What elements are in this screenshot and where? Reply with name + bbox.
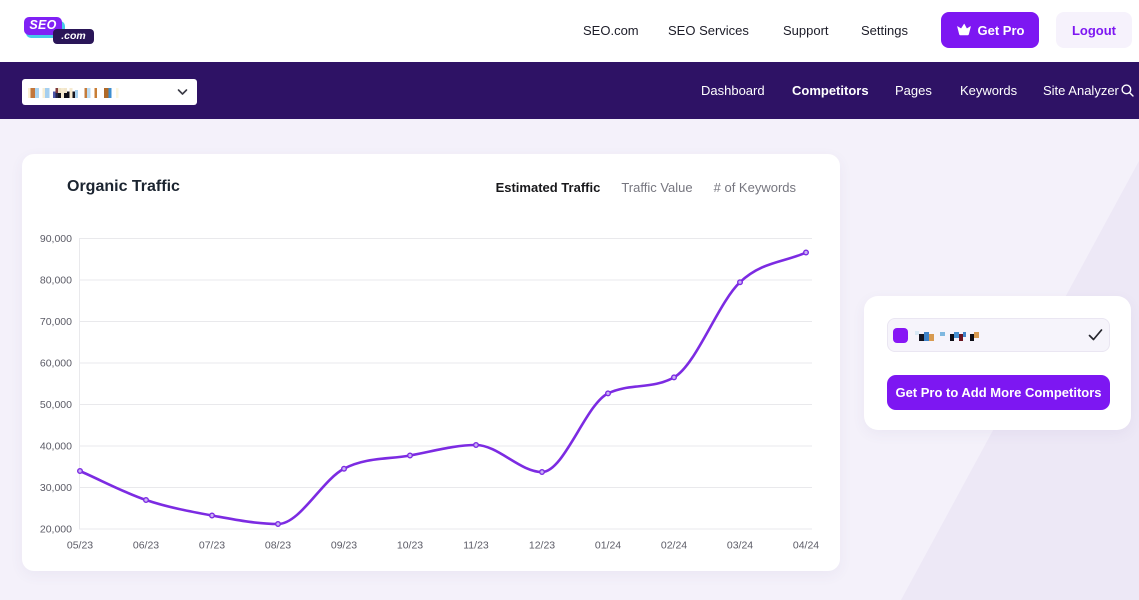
svg-text:40,000: 40,000 xyxy=(40,441,72,453)
svg-text:01/24: 01/24 xyxy=(595,540,621,552)
svg-text:08/23: 08/23 xyxy=(265,540,291,552)
svg-text:60,000: 60,000 xyxy=(40,358,72,370)
svg-text:50,000: 50,000 xyxy=(40,399,72,411)
svg-text:30,000: 30,000 xyxy=(40,482,72,494)
svg-text:70,000: 70,000 xyxy=(40,316,72,328)
svg-text:03/24: 03/24 xyxy=(727,540,753,552)
svg-text:80,000: 80,000 xyxy=(40,275,72,287)
svg-text:04/24: 04/24 xyxy=(793,540,819,552)
svg-text:10/23: 10/23 xyxy=(397,540,423,552)
svg-text:02/24: 02/24 xyxy=(661,540,687,552)
svg-text:05/23: 05/23 xyxy=(67,540,93,552)
svg-text:20,000: 20,000 xyxy=(40,524,72,536)
svg-text:11/23: 11/23 xyxy=(463,540,489,552)
svg-text:07/23: 07/23 xyxy=(199,540,225,552)
svg-text:90,000: 90,000 xyxy=(40,233,72,245)
svg-text:09/23: 09/23 xyxy=(331,540,357,552)
svg-text:06/23: 06/23 xyxy=(133,540,159,552)
svg-text:12/23: 12/23 xyxy=(529,540,555,552)
